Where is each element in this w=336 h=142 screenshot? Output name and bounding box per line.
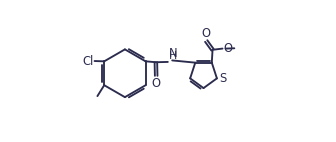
Text: S: S xyxy=(219,72,226,85)
Text: Cl: Cl xyxy=(82,55,94,68)
Text: O: O xyxy=(223,42,233,55)
Text: N: N xyxy=(168,47,177,59)
Text: O: O xyxy=(152,77,161,90)
Text: O: O xyxy=(201,27,210,40)
Text: H: H xyxy=(168,51,177,61)
